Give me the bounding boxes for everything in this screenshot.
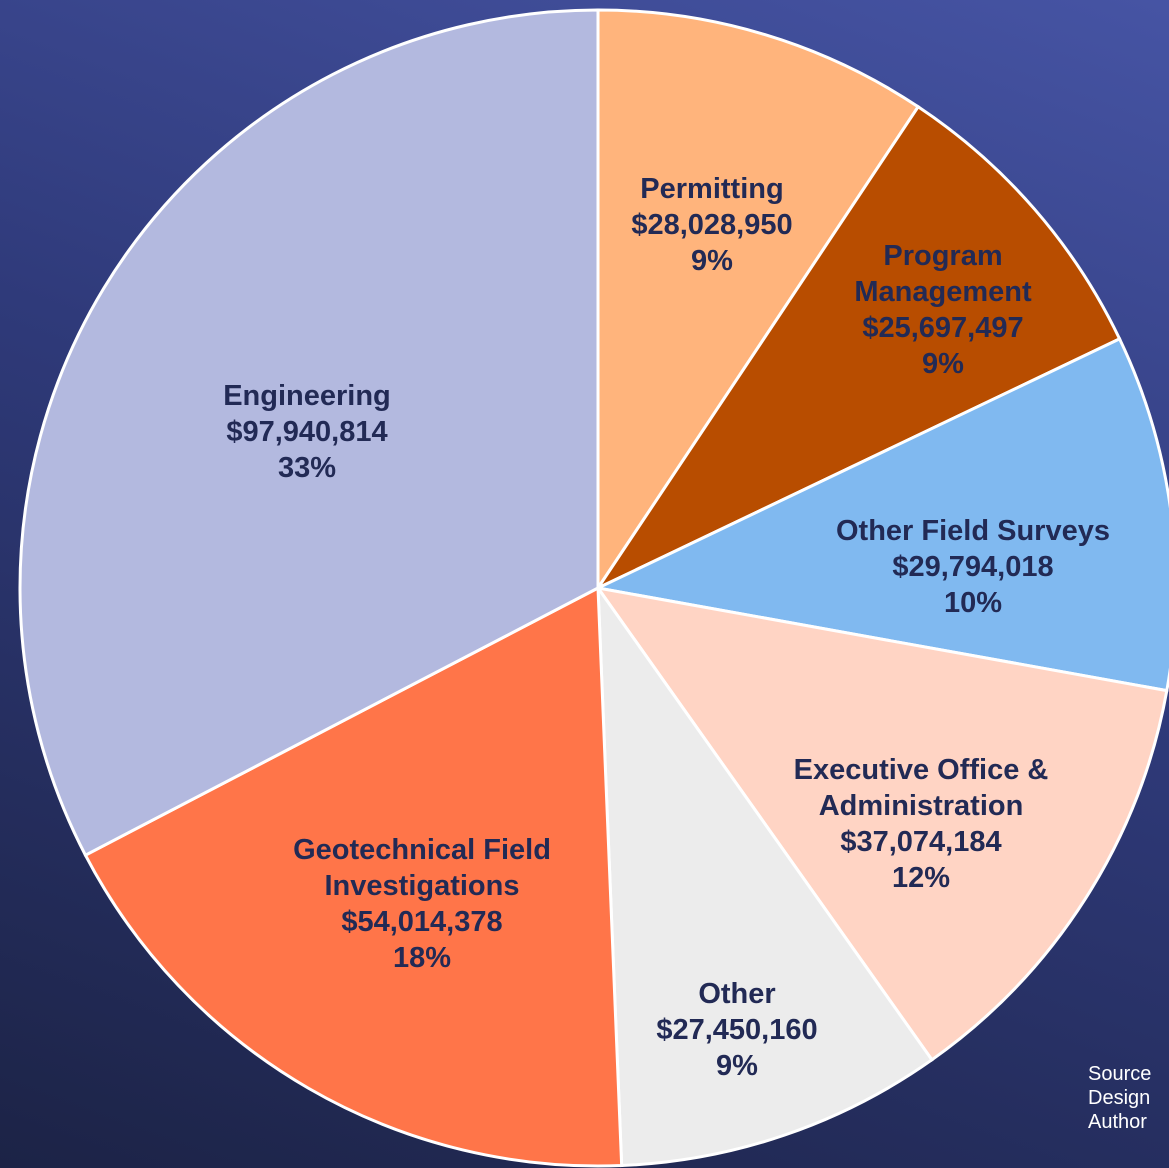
footnote-line: Author: [1088, 1111, 1147, 1133]
pie-slice: [593, 104, 1122, 592]
slice-percent: 33%: [277, 452, 337, 484]
slice-percent: 9%: [716, 1050, 758, 1082]
slice-label: Other Field Surveys $29,794,018 10%: [793, 513, 1153, 621]
pie-slice: [596, 8, 921, 593]
slice-name: Other: [698, 978, 776, 1010]
slice-value: $54,014,378: [341, 906, 503, 938]
slice-percent: 10%: [943, 587, 1003, 619]
slice-name: Engineering: [223, 380, 391, 412]
slice-percent: 9%: [691, 245, 733, 277]
slice-name: Other Field Surveys: [836, 515, 1110, 547]
pie-slice: [593, 336, 1169, 693]
slice-percent: 12%: [891, 862, 951, 894]
footnote-line: Design: [1088, 1087, 1151, 1109]
slice-percent: 9%: [922, 348, 964, 380]
footnote: Source Design Author: [1088, 1062, 1151, 1134]
slice-percent: 18%: [392, 942, 452, 974]
slice-label: Geotechnical Field Investigations $54,014…: [257, 832, 587, 976]
slice-value: $28,028,950: [631, 209, 793, 241]
pie-slice: [596, 582, 934, 1168]
slice-name: Executive Office & Administration: [793, 754, 1049, 822]
pie-slice: [83, 585, 624, 1168]
pie-slice: [594, 585, 1169, 1062]
slice-label: Engineering $97,940,814 33%: [177, 378, 437, 486]
slice-name: Program Management: [854, 240, 1032, 308]
slice-name: Permitting: [640, 173, 784, 205]
footnote-line: Source: [1088, 1063, 1152, 1085]
slice-value: $25,697,497: [862, 312, 1024, 344]
slice-value: $37,074,184: [840, 826, 1002, 858]
pie-slice: [18, 8, 600, 858]
slice-label: Executive Office & Administration $37,074…: [756, 752, 1086, 896]
slice-label: Program Management $25,697,497 9%: [828, 238, 1058, 382]
slice-value: $97,940,814: [226, 416, 388, 448]
slice-value: $27,450,160: [656, 1014, 818, 1046]
slice-label: Permitting $28,028,950 9%: [592, 171, 832, 279]
slice-value: $29,794,018: [892, 551, 1054, 583]
slice-label: Other $27,450,160 9%: [617, 976, 857, 1084]
slice-name: Geotechnical Field Investigations: [293, 834, 551, 902]
